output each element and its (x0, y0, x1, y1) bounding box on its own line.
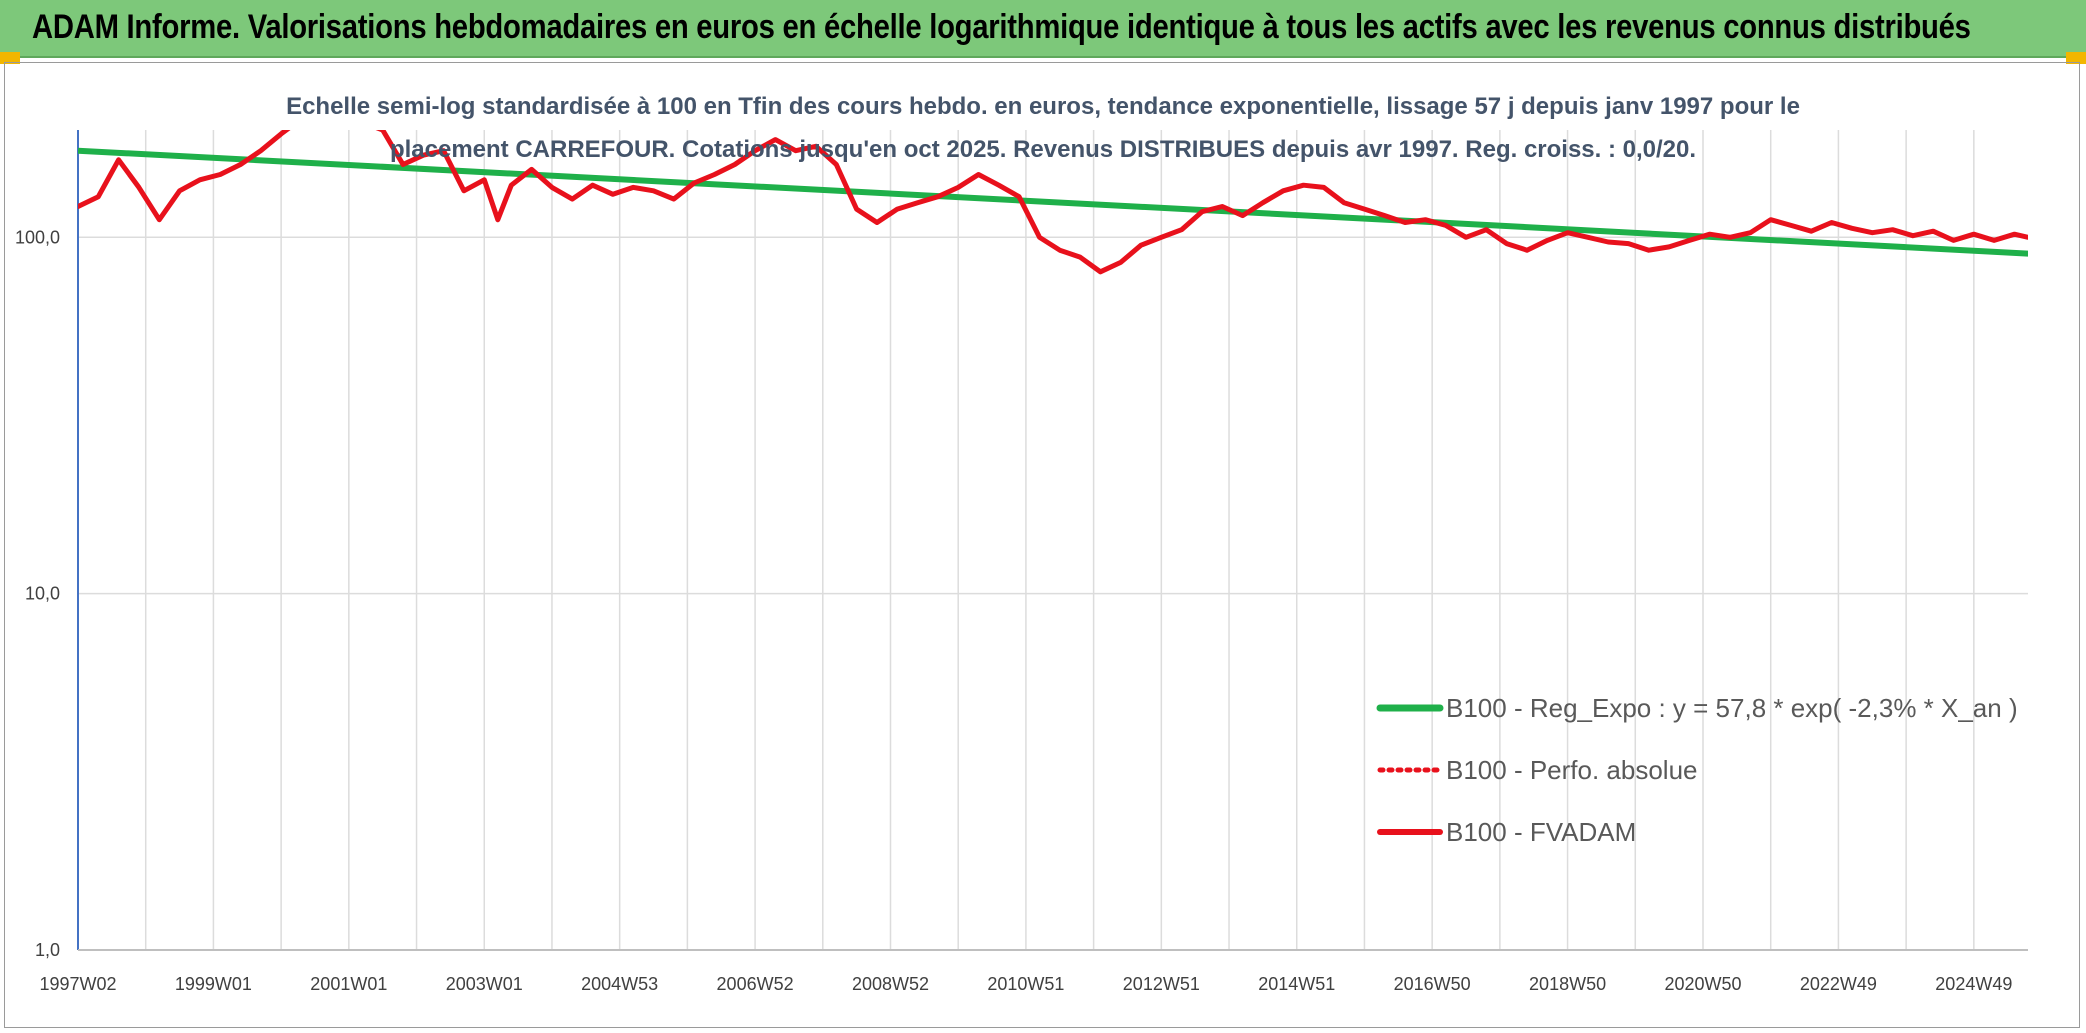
x-tick-label: 2024W49 (1935, 974, 2012, 994)
y-tick-label: 10,0 (25, 584, 60, 604)
x-tick-label: 2008W52 (852, 974, 929, 994)
axes: 1,0 10,0 100,0 1997W02 1999W01 2001W01 2003W01… (15, 130, 2028, 994)
x-tick-label: 2020W50 (1664, 974, 1741, 994)
page-title: ADAM Informe. Valorisations hebdomadaire… (32, 8, 1971, 46)
x-tick-label: 2003W01 (446, 974, 523, 994)
x-tick-label: 2022W49 (1800, 974, 1877, 994)
chart-frame (4, 62, 2080, 1028)
y-tick-label: 100,0 (15, 227, 60, 247)
banner: ADAM Informe. Valorisations hebdomadaire… (0, 0, 2086, 58)
legend-label: B100 - FVADAM (1446, 817, 1636, 847)
corner-marker-right (2066, 52, 2086, 64)
x-tick-label: 2006W52 (717, 974, 794, 994)
series-layer (78, 130, 2028, 275)
x-tick-label: 2010W51 (987, 974, 1064, 994)
legend: B100 - Reg_Expo : y = 57,8 * exp( -2,3% … (1376, 693, 2018, 847)
x-tick-label: 1999W01 (175, 974, 252, 994)
y-tick-label: 1,0 (35, 940, 60, 960)
x-tick-label: 2016W50 (1394, 974, 1471, 994)
x-tick-label: 2001W01 (310, 974, 387, 994)
subtitle-line-2: placement CARREFOUR. Cotations jusqu'en … (390, 136, 1696, 163)
corner-marker-left (0, 52, 20, 64)
series-line-2 (78, 130, 2028, 275)
x-tick-label: 2004W53 (581, 974, 658, 994)
x-tick-label: 2018W50 (1529, 974, 1606, 994)
legend-label: B100 - Reg_Expo : y = 57,8 * exp( -2,3% … (1446, 693, 2018, 723)
x-tick-label: 1997W02 (39, 974, 116, 994)
x-tick-label: 2014W51 (1258, 974, 1335, 994)
subtitle-line-1: Echelle semi-log standardisée à 100 en T… (286, 93, 1800, 120)
legend-label: B100 - Perfo. absolue (1446, 755, 1698, 785)
chart-subtitle: Echelle semi-log standardisée à 100 en T… (286, 93, 1800, 163)
x-tick-label: 2012W51 (1123, 974, 1200, 994)
grid (77, 130, 2028, 951)
